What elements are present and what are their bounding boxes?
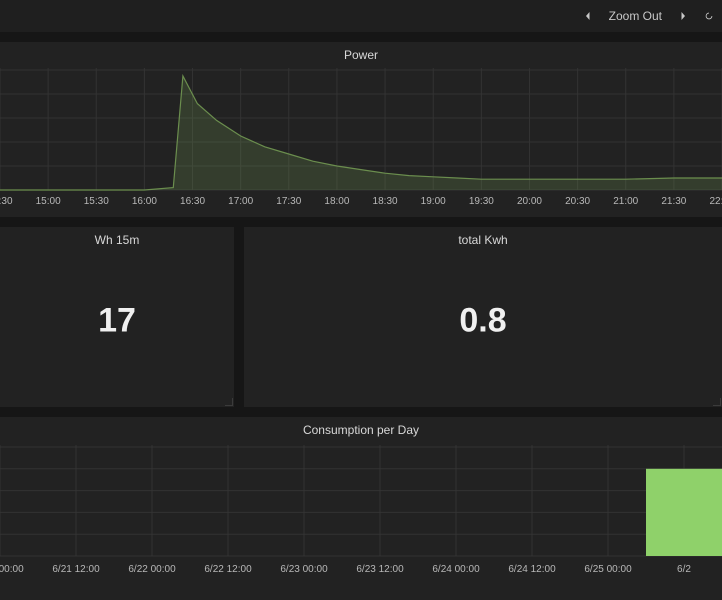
refresh-icon (704, 11, 714, 21)
total-kwh-panel[interactable]: total Kwh 0.8 (244, 227, 722, 407)
resize-handle-icon[interactable] (711, 396, 721, 406)
x-tick-label: 6/21 00:00 (0, 564, 24, 575)
x-tick-label: 22:00 (709, 196, 722, 207)
consumption-chart-panel[interactable]: Consumption per Day 6/21 00:00 6/21 12:00… (0, 417, 722, 600)
x-tick-label: 19:30 (469, 196, 494, 207)
power-chart-x-axis: 14:30 15:00 15:30 16:00 16:30 17:00 17:30 18:00… (0, 194, 722, 214)
total-kwh-value: 0.8 (459, 301, 506, 340)
total-kwh-title: total Kwh (244, 227, 722, 249)
refresh-button[interactable] (700, 9, 718, 23)
time-range-toolbar: Zoom Out (0, 0, 722, 32)
resize-handle-icon[interactable] (223, 396, 233, 406)
x-tick-label: 21:00 (613, 196, 638, 207)
x-tick-label: 6/25 00:00 (584, 564, 631, 575)
x-tick-label: 21:30 (661, 196, 686, 207)
x-tick-label: 6/23 00:00 (280, 564, 327, 575)
wh-15m-panel[interactable]: Wh 15m 17 (0, 227, 234, 407)
x-tick-label: 6/22 12:00 (204, 564, 251, 575)
x-tick-label: 18:30 (373, 196, 398, 207)
consumption-chart-x-axis: 6/21 00:00 6/21 12:00 6/22 00:00 6/22 12:00… (0, 558, 722, 586)
chevron-left-icon (583, 11, 593, 21)
x-tick-label: 17:30 (276, 196, 301, 207)
x-tick-label: 14:30 (0, 196, 13, 207)
wh-15m-value: 17 (98, 301, 136, 340)
x-tick-label: 6/21 12:00 (52, 564, 99, 575)
chevron-right-icon (678, 11, 688, 21)
x-tick-label: 18:00 (324, 196, 349, 207)
power-chart-plot (0, 64, 722, 194)
x-tick-label: 19:00 (421, 196, 446, 207)
x-tick-label: 6/22 00:00 (128, 564, 175, 575)
x-tick-label: 6/23 12:00 (356, 564, 403, 575)
power-chart-title: Power (0, 42, 722, 64)
x-tick-label: 20:00 (517, 196, 542, 207)
time-back-button[interactable] (579, 9, 597, 23)
x-tick-label: 15:00 (36, 196, 61, 207)
consumption-chart-title: Consumption per Day (0, 417, 722, 439)
x-tick-label: 6/24 12:00 (508, 564, 555, 575)
consumption-chart-plot (0, 443, 722, 558)
stat-row: Wh 15m 17 total Kwh 0.8 (0, 227, 722, 407)
power-chart-panel[interactable]: Power 14:30 15:00 15:30 16:00 16:30 17:00 17:3… (0, 42, 722, 217)
x-tick-label: 6/24 00:00 (432, 564, 479, 575)
x-tick-label: 6/2 (677, 564, 691, 575)
x-tick-label: 16:00 (132, 196, 157, 207)
wh-15m-title: Wh 15m (0, 227, 234, 249)
zoom-out-button[interactable]: Zoom Out (605, 7, 666, 25)
time-forward-button[interactable] (674, 9, 692, 23)
x-tick-label: 17:00 (228, 196, 253, 207)
x-tick-label: 20:30 (565, 196, 590, 207)
x-tick-label: 15:30 (84, 196, 109, 207)
x-tick-label: 16:30 (180, 196, 205, 207)
